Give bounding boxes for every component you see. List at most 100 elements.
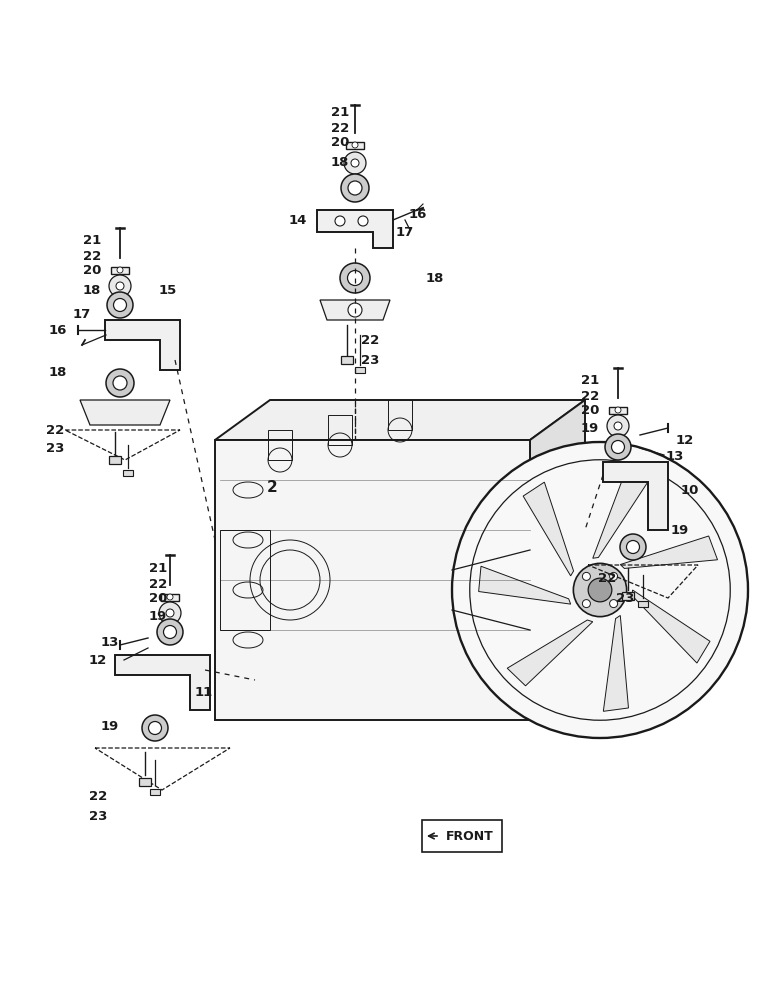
Bar [355,367,365,373]
Bar [341,356,353,364]
Text: 23: 23 [46,442,64,454]
Polygon shape [530,400,585,720]
Text: 21: 21 [331,105,349,118]
Circle shape [610,600,618,608]
Polygon shape [317,210,393,248]
Circle shape [113,298,126,312]
Circle shape [620,534,646,560]
Text: 18: 18 [426,271,444,284]
Text: 22: 22 [331,121,349,134]
Bar [150,789,160,795]
Circle shape [607,415,629,437]
Text: 13: 13 [666,450,684,462]
Bar [609,406,627,414]
Circle shape [106,369,134,397]
Text: 22: 22 [46,424,64,436]
Bar [161,593,179,600]
Circle shape [107,292,133,318]
Circle shape [113,376,127,390]
Circle shape [614,422,622,430]
Text: 13: 13 [101,637,119,650]
Circle shape [344,152,366,174]
Circle shape [352,142,358,148]
Circle shape [626,540,639,554]
Polygon shape [105,320,180,370]
Bar [622,592,634,600]
Circle shape [347,270,363,286]
Text: 22: 22 [598,572,616,584]
Circle shape [452,442,748,738]
Circle shape [582,572,591,580]
Text: 18: 18 [49,365,67,378]
Bar [109,456,121,464]
Text: 19: 19 [671,524,689,536]
Text: 22: 22 [149,578,167,590]
Text: 21: 21 [149,562,167,574]
Text: 22: 22 [89,790,107,802]
Polygon shape [523,482,574,576]
Text: 19: 19 [581,422,599,434]
Bar [139,778,151,786]
Circle shape [335,216,345,226]
Text: 18: 18 [331,155,349,168]
Text: 11: 11 [195,686,213,698]
Text: 2: 2 [267,481,277,495]
Polygon shape [215,400,585,440]
Circle shape [615,407,621,413]
Text: 14: 14 [289,214,307,227]
Circle shape [167,594,173,600]
Text: 19: 19 [149,610,167,624]
Text: 23: 23 [616,591,634,604]
Circle shape [348,181,362,195]
Polygon shape [320,300,390,320]
Text: 20: 20 [83,264,101,277]
Polygon shape [115,655,210,710]
Circle shape [163,626,176,639]
Text: 15: 15 [159,284,177,296]
Text: 23: 23 [361,354,379,366]
Circle shape [148,722,161,734]
Text: FRONT: FRONT [446,830,494,842]
Text: 22: 22 [361,334,379,347]
Text: 18: 18 [83,284,101,296]
Polygon shape [632,590,710,663]
Text: 20: 20 [581,404,599,418]
Text: 21: 21 [581,373,599,386]
Circle shape [116,282,124,290]
Circle shape [358,216,368,226]
Polygon shape [507,620,593,686]
Polygon shape [603,615,629,711]
Text: 10: 10 [681,484,699,496]
Circle shape [588,578,612,602]
Circle shape [573,563,627,617]
Circle shape [117,267,123,273]
Polygon shape [80,400,170,425]
Text: 20: 20 [149,592,167,605]
Circle shape [166,609,174,617]
Circle shape [348,303,362,317]
Polygon shape [479,566,571,604]
Text: 19: 19 [101,720,119,732]
Text: 21: 21 [83,233,101,246]
Polygon shape [620,536,717,568]
Text: 12: 12 [676,434,694,446]
Circle shape [142,715,168,741]
Circle shape [159,602,181,624]
Polygon shape [603,462,668,530]
Circle shape [612,440,625,454]
Circle shape [341,174,369,202]
Bar [123,470,133,476]
Circle shape [109,275,131,297]
Bar [638,601,648,607]
Circle shape [340,263,370,293]
Circle shape [582,600,591,608]
Text: 16: 16 [49,324,67,336]
Circle shape [157,619,183,645]
Circle shape [351,159,359,167]
Text: 17: 17 [73,308,91,322]
Polygon shape [593,471,650,558]
Polygon shape [215,440,530,720]
Bar [111,266,129,273]
Bar [346,141,364,148]
Text: 23: 23 [89,810,107,822]
